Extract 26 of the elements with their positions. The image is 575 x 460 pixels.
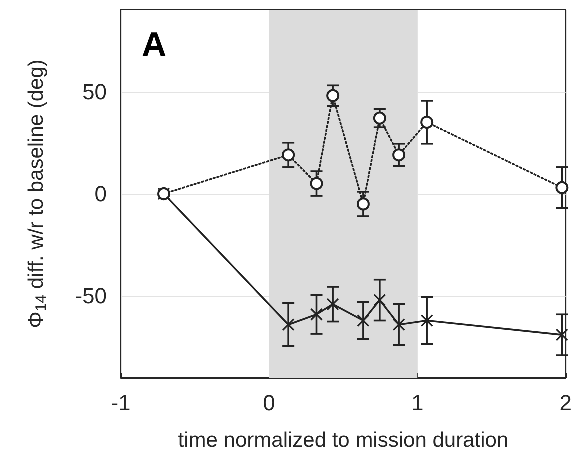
x-tick-label: 2 xyxy=(560,390,572,416)
y-tick-label: -50 xyxy=(75,284,107,309)
point xyxy=(420,314,434,328)
point xyxy=(420,116,434,129)
point xyxy=(392,318,406,332)
annotation: A xyxy=(142,26,167,64)
x-axis-title: time normalized to mission duration xyxy=(178,429,509,452)
point xyxy=(357,314,370,328)
x-tick-label: -1 xyxy=(111,390,131,416)
point xyxy=(374,294,386,307)
point xyxy=(373,112,386,125)
point xyxy=(310,177,324,190)
point xyxy=(282,318,295,332)
y-tick-label: 0 xyxy=(94,182,107,206)
y-tick-label: 50 xyxy=(82,79,107,104)
x-tick-label: 1 xyxy=(411,390,424,416)
point xyxy=(356,198,370,211)
point xyxy=(326,298,340,311)
point xyxy=(392,148,406,162)
point xyxy=(310,308,324,321)
point xyxy=(282,148,296,162)
y-axis-title: Φ14 diff. w/r to baseline (deg) xyxy=(25,60,50,328)
point xyxy=(326,89,340,102)
x-tick-label: 0 xyxy=(263,390,276,416)
point xyxy=(556,181,569,194)
point xyxy=(556,328,568,342)
